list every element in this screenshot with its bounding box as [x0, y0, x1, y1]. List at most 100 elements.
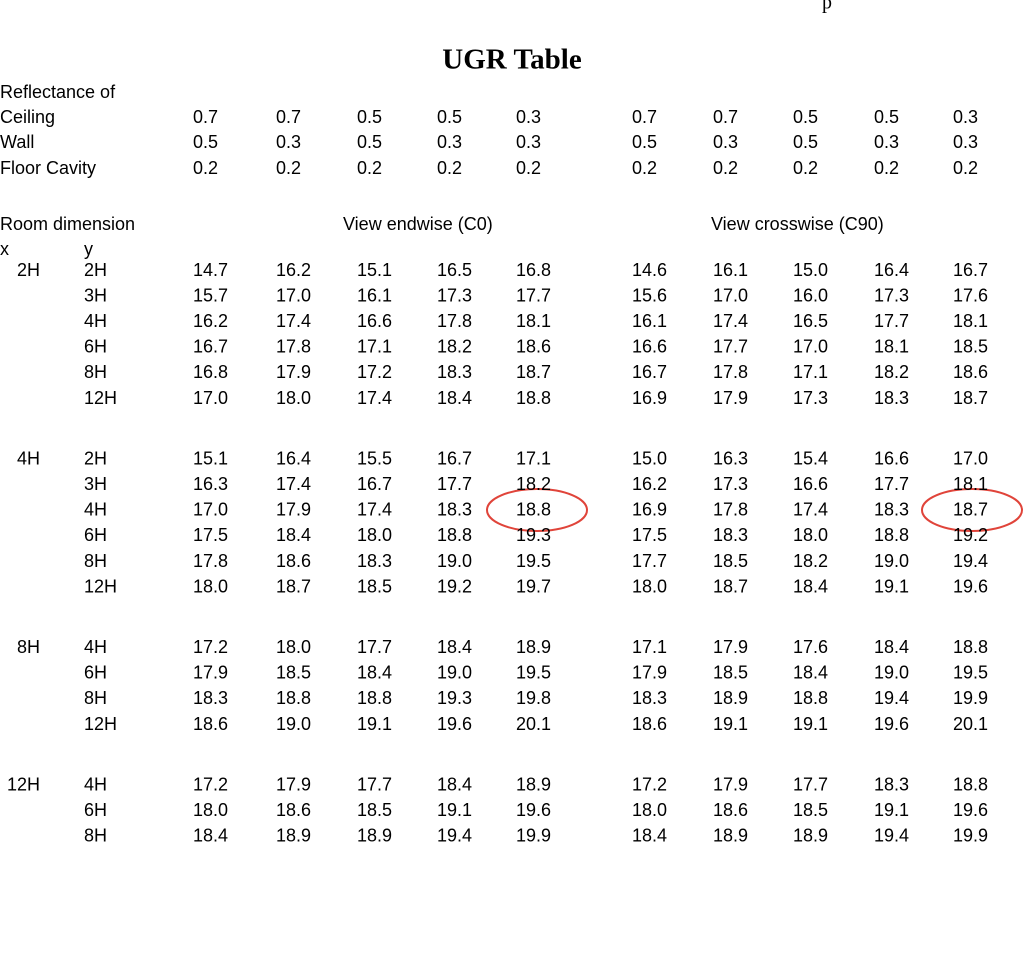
- row-y-label: 8H: [84, 826, 107, 846]
- view-crosswise-label: View crosswise (C90): [711, 214, 884, 234]
- cell: 17.6: [793, 637, 828, 657]
- cell: 18.6: [632, 714, 667, 734]
- cell: 17.7: [437, 474, 472, 494]
- cell: 18.4: [793, 663, 828, 683]
- cell: 18.9: [713, 688, 748, 708]
- cell: 19.1: [437, 800, 472, 820]
- cell: 19.5: [953, 663, 988, 683]
- cell: 19.3: [516, 525, 551, 545]
- cell: 17.9: [713, 388, 748, 408]
- cell: 18.4: [276, 525, 311, 545]
- row-y-label: 6H: [84, 800, 107, 820]
- cell: 18.3: [632, 688, 667, 708]
- cell: 17.9: [276, 774, 311, 794]
- row-y-label: 4H: [84, 500, 107, 520]
- cell: 18.0: [632, 800, 667, 820]
- cell: 0.7: [632, 107, 657, 127]
- cell: 16.6: [632, 337, 667, 357]
- cell: 19.9: [953, 688, 988, 708]
- cell: 15.1: [357, 260, 392, 280]
- cell: 17.8: [713, 362, 748, 382]
- group-x-label: 4H: [17, 448, 40, 468]
- cell: 18.6: [276, 800, 311, 820]
- reflectance-row-label: Floor Cavity: [0, 158, 96, 178]
- cell: 0.2: [632, 158, 657, 178]
- cell: 16.6: [357, 311, 392, 331]
- cell: 18.7: [276, 576, 311, 596]
- cell: 18.2: [516, 474, 551, 494]
- cell: 19.1: [357, 714, 392, 734]
- cell: 19.1: [874, 800, 909, 820]
- cell: 18.8: [516, 388, 551, 408]
- cell: 17.8: [713, 500, 748, 520]
- cell: 19.0: [276, 714, 311, 734]
- cell: 18.4: [437, 774, 472, 794]
- cell: 18.1: [953, 311, 988, 331]
- cell: 0.3: [713, 132, 738, 152]
- cell: 16.3: [193, 474, 228, 494]
- cell: 18.9: [713, 826, 748, 846]
- cell: 0.3: [276, 132, 301, 152]
- cell: 0.3: [437, 132, 462, 152]
- cell: 16.1: [632, 311, 667, 331]
- cell: 18.9: [276, 826, 311, 846]
- cell: 17.1: [516, 448, 551, 468]
- cell: 19.5: [516, 551, 551, 571]
- highlight-circle: [486, 488, 588, 532]
- cell: 17.0: [193, 388, 228, 408]
- highlight-circle: [921, 488, 1023, 532]
- reflectance-label: Reflectance of: [0, 82, 116, 102]
- cell: 14.6: [632, 260, 667, 280]
- cell: 17.7: [713, 337, 748, 357]
- cell: 18.1: [874, 337, 909, 357]
- cell: 18.8: [516, 500, 551, 520]
- cell: 18.0: [793, 525, 828, 545]
- cell: 19.3: [437, 688, 472, 708]
- cell: 17.9: [276, 500, 311, 520]
- cell: 19.9: [953, 826, 988, 846]
- cell: 17.2: [193, 637, 228, 657]
- cell: 17.7: [516, 285, 551, 305]
- cell: 19.0: [437, 551, 472, 571]
- cell: 18.8: [437, 525, 472, 545]
- header-fragment: p: [822, 0, 832, 14]
- cell: 0.2: [276, 158, 301, 178]
- row-y-label: 4H: [84, 311, 107, 331]
- room-dimension-label: Room dimension: [0, 214, 135, 234]
- cell: 19.7: [516, 576, 551, 596]
- cell: 18.6: [713, 800, 748, 820]
- cell: 17.2: [632, 774, 667, 794]
- cell: 17.2: [357, 362, 392, 382]
- cell: 0.5: [437, 107, 462, 127]
- cell: 19.8: [516, 688, 551, 708]
- row-y-label: 2H: [84, 260, 107, 280]
- cell: 0.2: [193, 158, 218, 178]
- row-y-label: 6H: [84, 663, 107, 683]
- cell: 19.1: [874, 576, 909, 596]
- cell: 17.2: [193, 774, 228, 794]
- cell: 18.8: [874, 525, 909, 545]
- title: UGR Table: [442, 44, 582, 76]
- row-y-label: 3H: [84, 474, 107, 494]
- cell: 19.2: [437, 576, 472, 596]
- cell: 0.2: [516, 158, 541, 178]
- row-y-label: 8H: [84, 551, 107, 571]
- cell: 19.6: [437, 714, 472, 734]
- cell: 16.4: [276, 448, 311, 468]
- cell: 19.0: [874, 551, 909, 571]
- cell: 18.1: [516, 311, 551, 331]
- cell: 18.3: [437, 362, 472, 382]
- cell: 18.2: [793, 551, 828, 571]
- cell: 15.5: [357, 448, 392, 468]
- cell: 18.0: [632, 576, 667, 596]
- cell: 0.7: [713, 107, 738, 127]
- cell: 0.5: [793, 132, 818, 152]
- cell: 0.5: [357, 107, 382, 127]
- cell: 17.7: [357, 637, 392, 657]
- cell: 17.0: [276, 285, 311, 305]
- cell: 18.3: [713, 525, 748, 545]
- cell: 17.4: [276, 311, 311, 331]
- cell: 17.3: [437, 285, 472, 305]
- group-x-label: 8H: [17, 637, 40, 657]
